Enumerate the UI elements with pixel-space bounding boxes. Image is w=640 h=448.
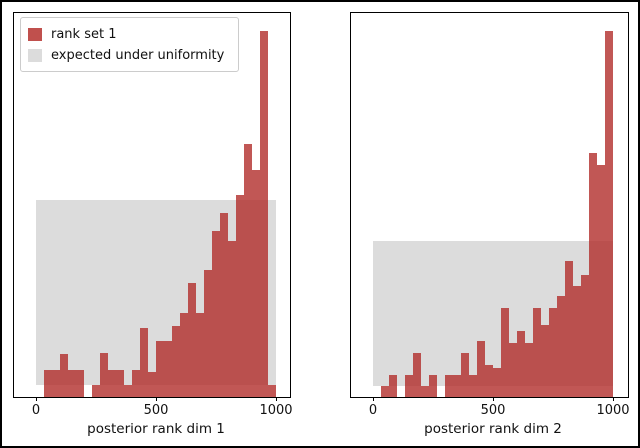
histogram-bar — [517, 331, 525, 397]
histogram-bar — [501, 308, 509, 397]
histogram-bar — [485, 365, 493, 397]
histogram-bar — [557, 296, 565, 397]
histogram-bar — [533, 308, 541, 397]
legend-entry-uniformity: expected under uniformity — [28, 45, 230, 66]
histogram-bar — [52, 370, 60, 397]
histogram-bar — [605, 31, 613, 397]
uniformity-swatch-icon — [28, 49, 42, 62]
legend-label: expected under uniformity — [51, 48, 225, 63]
histogram-bar — [92, 385, 100, 397]
histogram-bar — [429, 375, 437, 397]
histogram-bar — [196, 313, 204, 397]
histogram-bar — [100, 353, 108, 397]
x-axis-label: posterior rank dim 1 — [87, 421, 225, 437]
x-axis-label: posterior rank dim 2 — [424, 421, 562, 437]
histogram-bar — [252, 170, 260, 397]
histogram-bar — [541, 325, 549, 397]
x-tick-mark — [156, 397, 157, 401]
histogram-bar — [132, 370, 140, 397]
histogram-bar — [244, 144, 252, 397]
x-tick-label: 1000 — [259, 403, 293, 418]
x-tick-mark — [613, 397, 614, 401]
subplot-rank-dim-2: 0 500 1000 posterior rank dim 2 — [350, 12, 630, 437]
x-tick-mark — [373, 397, 374, 401]
plot-area — [14, 13, 290, 397]
histogram-bar — [236, 195, 244, 397]
histogram-bar — [212, 231, 220, 397]
histogram-bar — [180, 313, 188, 397]
x-tick-label: 0 — [368, 403, 378, 418]
histogram-bar — [268, 385, 276, 397]
histogram-bar — [445, 375, 453, 397]
histogram-bar — [108, 370, 116, 397]
histogram-bar — [493, 368, 501, 397]
histogram-bar — [76, 370, 84, 397]
histogram-bar — [172, 326, 180, 397]
histogram-bar — [413, 353, 421, 397]
histogram-bar — [44, 370, 52, 397]
histogram-bar — [124, 385, 132, 397]
histogram-bar — [228, 241, 236, 397]
histogram-bar — [260, 31, 268, 397]
histogram-bar — [589, 153, 597, 397]
histogram-bar — [461, 353, 469, 397]
histogram-bar — [525, 343, 533, 397]
x-tick-label: 500 — [143, 403, 169, 418]
x-tick-mark — [36, 397, 37, 401]
histogram-bar — [204, 270, 212, 397]
legend-entry-rank-set: rank set 1 — [28, 24, 230, 45]
x-tick-mark — [493, 397, 494, 401]
histogram-bar — [573, 286, 581, 397]
subplot-rank-dim-1: 0 500 1000 posterior rank dim 1 rank set 1… — [13, 12, 293, 437]
histogram-bar — [60, 354, 68, 397]
histogram-bar — [148, 372, 156, 397]
legend-label: rank set 1 — [51, 27, 117, 42]
histogram-bar — [381, 386, 389, 397]
x-tick-label: 1000 — [596, 403, 630, 418]
histogram-bar — [469, 375, 477, 397]
histogram-bar — [140, 328, 148, 397]
histogram-bar — [453, 375, 461, 397]
x-tick-label: 500 — [480, 403, 506, 418]
plot-area — [351, 13, 628, 397]
histogram-bar — [156, 341, 164, 397]
histogram-bar — [477, 341, 485, 397]
legend: rank set 1 expected under uniformity — [20, 17, 239, 72]
histogram-bar — [389, 375, 397, 397]
histogram-bar — [220, 213, 228, 397]
histogram-bar — [405, 375, 413, 397]
histogram-bar — [164, 341, 172, 397]
histogram-bar — [549, 308, 557, 397]
histogram-bar — [116, 370, 124, 397]
histogram-bar — [597, 165, 605, 397]
histogram-bar — [581, 275, 589, 397]
x-tick-label: 0 — [31, 403, 41, 418]
histogram-bar — [509, 343, 517, 397]
histogram-bar — [565, 261, 573, 397]
x-tick-mark — [276, 397, 277, 401]
histogram-bar — [68, 370, 76, 397]
rank-set-swatch-icon — [28, 28, 42, 41]
histogram-bar — [188, 283, 196, 397]
histogram-bar — [421, 386, 429, 397]
